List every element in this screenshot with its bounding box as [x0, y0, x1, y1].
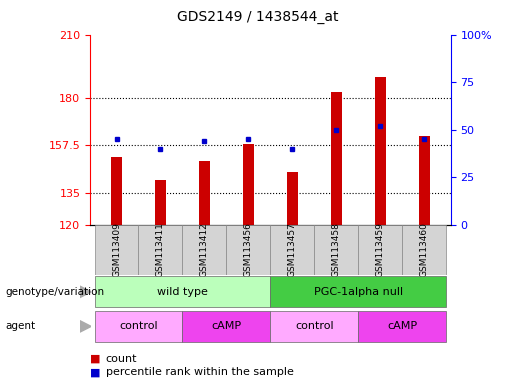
Bar: [243, 144, 254, 225]
Text: ■: ■: [90, 367, 100, 377]
Text: cAMP: cAMP: [387, 321, 417, 331]
Text: genotype/variation: genotype/variation: [5, 287, 104, 297]
Text: control: control: [119, 321, 158, 331]
Text: wild type: wild type: [157, 287, 208, 297]
Bar: [182, 311, 270, 342]
Text: GSM113412: GSM113412: [200, 223, 209, 277]
Bar: [270, 311, 358, 342]
Bar: [358, 225, 402, 275]
Bar: [227, 225, 270, 275]
Polygon shape: [80, 286, 91, 298]
Text: GSM113458: GSM113458: [332, 223, 341, 277]
Text: GSM113460: GSM113460: [420, 223, 429, 277]
Bar: [314, 225, 358, 275]
Bar: [111, 157, 122, 225]
Bar: [287, 172, 298, 225]
Text: GSM113411: GSM113411: [156, 223, 165, 277]
Text: GSM113456: GSM113456: [244, 223, 253, 277]
Text: percentile rank within the sample: percentile rank within the sample: [106, 367, 294, 377]
Text: GSM113409: GSM113409: [112, 223, 121, 277]
Bar: [155, 180, 166, 225]
Bar: [270, 225, 314, 275]
Bar: [358, 311, 446, 342]
Bar: [375, 77, 386, 225]
Bar: [95, 225, 139, 275]
Bar: [402, 225, 446, 275]
Bar: [182, 225, 227, 275]
Bar: [139, 225, 182, 275]
Bar: [331, 92, 342, 225]
Bar: [95, 311, 182, 342]
Text: GSM113457: GSM113457: [288, 223, 297, 277]
Text: agent: agent: [5, 321, 35, 331]
Bar: [270, 276, 446, 307]
Text: ■: ■: [90, 354, 100, 364]
Text: PGC-1alpha null: PGC-1alpha null: [314, 287, 403, 297]
Text: GSM113459: GSM113459: [376, 223, 385, 277]
Text: GDS2149 / 1438544_at: GDS2149 / 1438544_at: [177, 10, 338, 23]
Bar: [419, 136, 430, 225]
Text: cAMP: cAMP: [211, 321, 242, 331]
Text: control: control: [295, 321, 334, 331]
Polygon shape: [80, 321, 91, 332]
Text: count: count: [106, 354, 137, 364]
Bar: [199, 161, 210, 225]
Bar: [95, 276, 270, 307]
